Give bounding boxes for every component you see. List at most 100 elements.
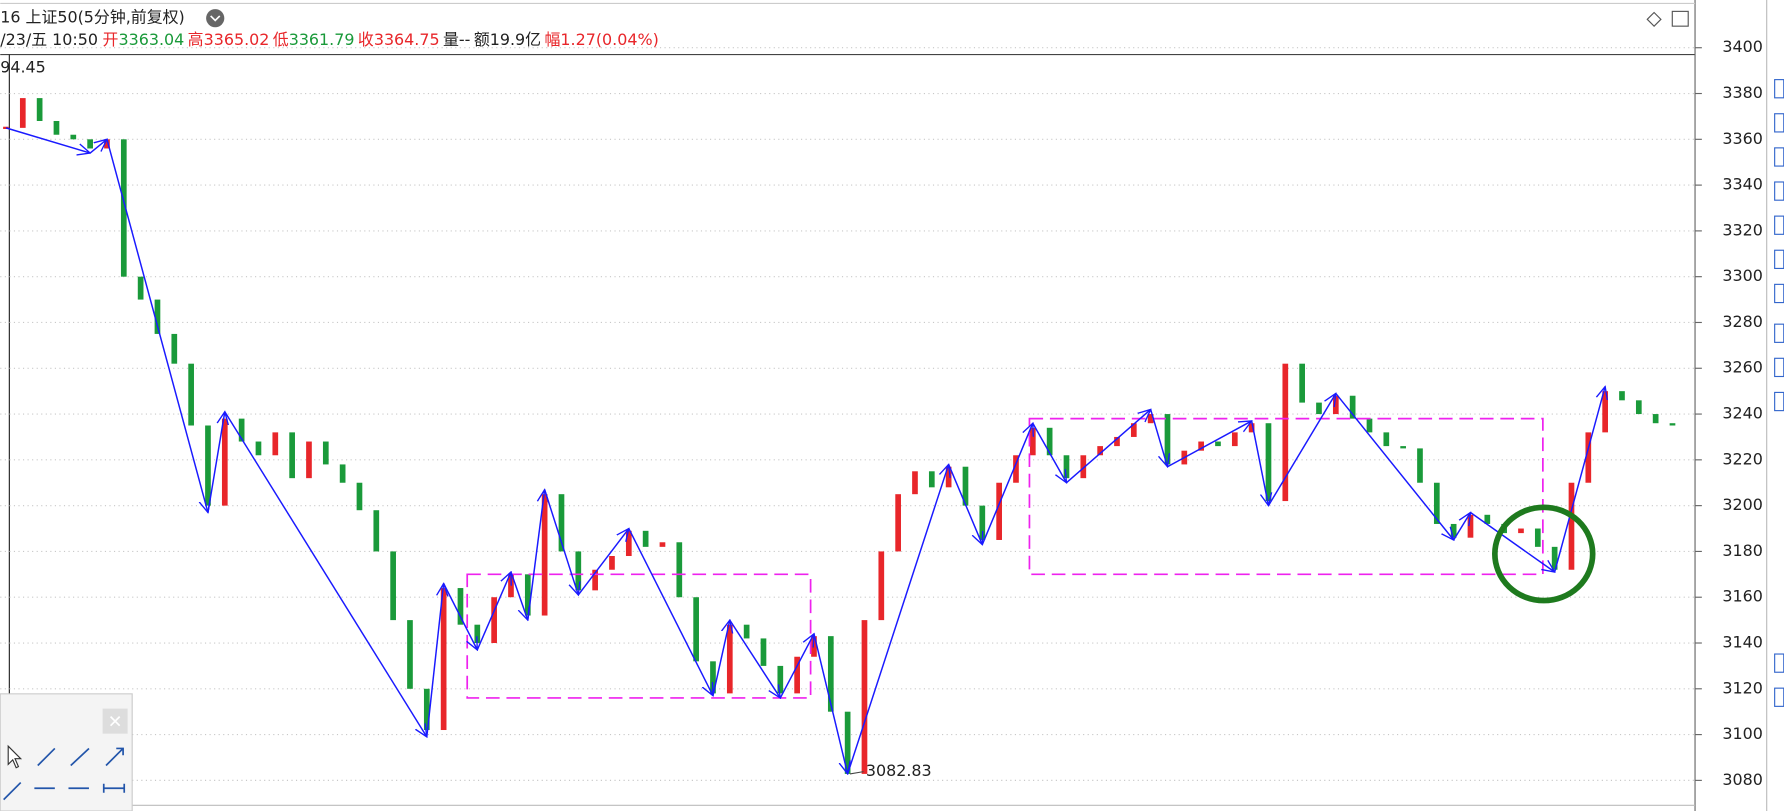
candle (1669, 423, 1676, 426)
y-tick-label: 3180 (1722, 541, 1762, 560)
y-tick-label: 3300 (1722, 266, 1762, 285)
info-label: 量 (443, 29, 459, 48)
candle (171, 333, 178, 364)
info-label: 低 (273, 29, 289, 48)
range-box (1028, 417, 1544, 576)
zigzag-segment (1065, 409, 1150, 484)
zigzag-segment (1250, 420, 1269, 506)
dropdown-button[interactable] (206, 9, 225, 28)
info-value: 3363.04 (118, 29, 184, 48)
zigzag-segment (5, 127, 90, 153)
candle (743, 624, 750, 639)
y-tick-label: 3220 (1722, 449, 1762, 468)
candle (524, 574, 531, 616)
candle (1299, 363, 1305, 403)
candle (1114, 436, 1120, 447)
zigzag-segment (510, 571, 528, 620)
candle (1215, 441, 1221, 447)
candle (912, 471, 918, 495)
arrow-tool[interactable] (105, 747, 124, 767)
zigzag-segment (106, 139, 208, 512)
candle (1013, 455, 1019, 483)
segment-tool[interactable] (102, 783, 126, 793)
candle (36, 98, 43, 121)
candle (1366, 418, 1373, 433)
info-value: 3365.02 (204, 29, 270, 48)
candle (558, 494, 565, 552)
toolbar-icon[interactable] (1671, 10, 1689, 27)
info-label: 开 (103, 29, 119, 48)
candle (609, 556, 615, 570)
candle (693, 597, 699, 662)
info-label: 幅 (544, 29, 560, 48)
y-tick-label: 3240 (1722, 404, 1762, 423)
zigzag-segment (89, 139, 107, 154)
y-tick-label: 3160 (1722, 587, 1762, 606)
candle (53, 120, 60, 135)
candle (1534, 528, 1541, 547)
candle (642, 530, 649, 547)
zigzag-segment (543, 489, 579, 595)
y-tick-label: 3200 (1722, 495, 1762, 514)
y-tick-label: 3140 (1722, 633, 1762, 652)
zigzag-segment (426, 583, 444, 737)
info-bar: /23/五 10:50 开3363.04 高3365.02 低3361.79 收3364… (0, 29, 659, 48)
candle (844, 711, 851, 774)
line-tool[interactable] (37, 747, 56, 767)
candle (205, 425, 211, 506)
zigzag-segment (224, 411, 427, 737)
candle (1484, 514, 1491, 524)
candle (1467, 514, 1474, 538)
y-tick-label: 3400 (1722, 37, 1762, 56)
info-label: /23/五 10:50 (0, 29, 98, 48)
y-tick-label: 3080 (1722, 770, 1762, 789)
candle (1585, 432, 1592, 483)
candle (1400, 446, 1406, 449)
toolbar-icon[interactable] (1646, 11, 1662, 27)
candle (1619, 391, 1625, 401)
zigzag-segment (1553, 387, 1606, 573)
info-value: -- (459, 29, 470, 48)
zigzag-segment (1470, 511, 1554, 573)
candle (1063, 455, 1070, 479)
pointer-tool[interactable] (7, 744, 23, 769)
candle (390, 551, 396, 621)
zigzag-segment (1453, 513, 1471, 541)
candle (659, 542, 666, 547)
candle (996, 482, 1002, 540)
zigzag-segment (981, 423, 1033, 545)
highlight-circle (1492, 504, 1596, 604)
candle (1652, 414, 1659, 424)
candle (1097, 446, 1103, 456)
zigzag-segment (846, 464, 949, 775)
y-tick-label: 3320 (1722, 220, 1762, 239)
zigzag-segment (476, 572, 511, 651)
candle (794, 656, 800, 694)
candle (423, 688, 430, 731)
line-tool[interactable] (70, 747, 90, 767)
zigzag-segment (712, 620, 730, 696)
candle (575, 551, 582, 591)
candle (1417, 448, 1423, 483)
zigzag-segment (527, 490, 545, 621)
info-value: 19.9亿 (490, 29, 541, 48)
candle (120, 139, 127, 277)
zigzag-segment (442, 583, 478, 649)
candle (1602, 391, 1608, 433)
info-value: 1.27(0.04%) (560, 29, 658, 48)
candle (1349, 395, 1356, 419)
candle (928, 471, 935, 488)
candle (1433, 482, 1440, 524)
line-tool[interactable] (3, 781, 22, 801)
candle (676, 542, 683, 598)
low-pointer (849, 771, 864, 775)
zigzag-segment (1167, 421, 1251, 468)
drawing-toolbar (0, 693, 133, 811)
candle (474, 624, 481, 644)
candle (407, 620, 413, 689)
low-label: 3082.83 (866, 761, 932, 780)
candle (1518, 528, 1524, 534)
